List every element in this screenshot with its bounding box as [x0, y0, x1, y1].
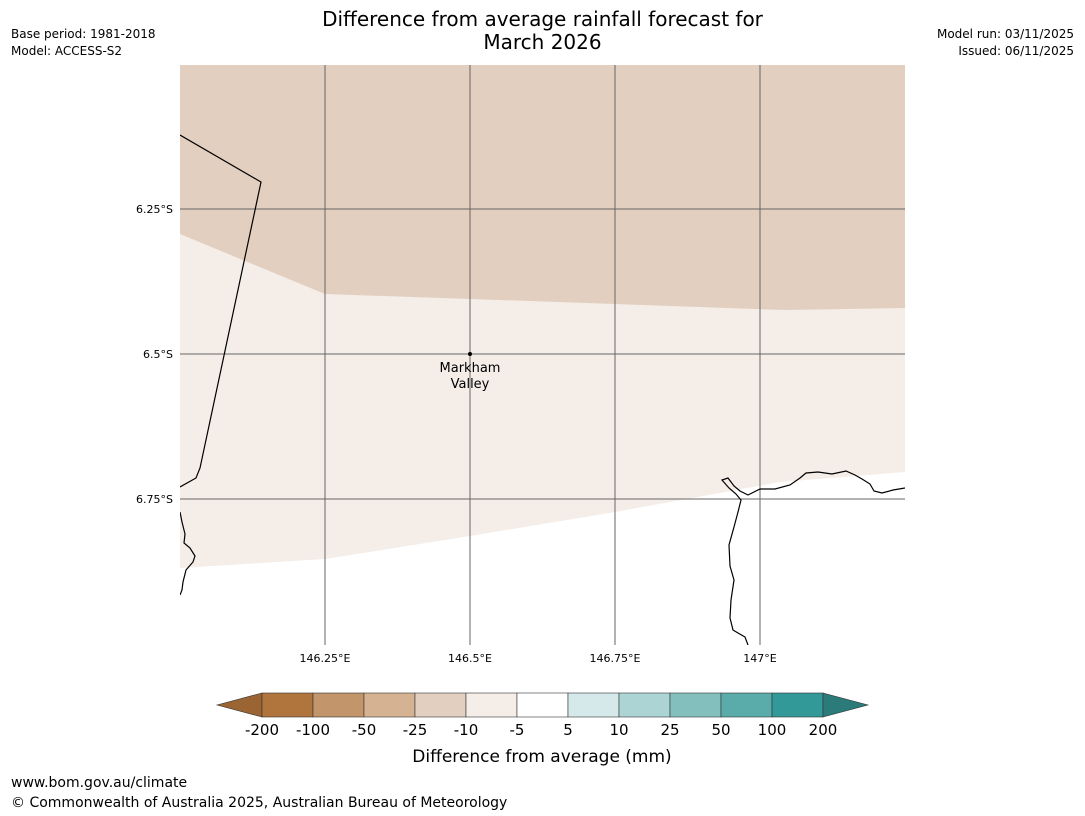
lat-label-6-5: 6.5°S	[143, 348, 173, 361]
lon-label-146-25: 146.25°E	[300, 652, 351, 665]
legend-colorbar	[215, 692, 870, 718]
page-title-line2: March 2026	[483, 30, 602, 54]
page-title-line1: Difference from average rainfall forecas…	[322, 7, 763, 31]
lon-axis-labels: 146.25°E 146.5°E 146.75°E 147°E	[300, 652, 777, 665]
legend-swatch	[363, 692, 416, 718]
legend-swatch	[516, 692, 569, 718]
legend-swatch	[720, 692, 773, 718]
legend-tick: 100	[758, 721, 787, 739]
legend-swatch	[465, 692, 518, 718]
place-name-line1: Markham	[440, 361, 501, 376]
header-meta-right: Model run: 03/11/2025 Issued: 06/11/2025	[937, 26, 1074, 60]
coastlines	[180, 134, 905, 645]
legend-swatch	[414, 692, 467, 718]
legend-tick: -10	[454, 721, 479, 739]
legend-swatch	[771, 692, 824, 718]
legend-arrow-right	[822, 692, 870, 718]
legend-tick: -100	[296, 721, 330, 739]
lon-label-146-5: 146.5°E	[448, 652, 492, 665]
legend-tick: -25	[403, 721, 428, 739]
place-marker-dot	[468, 352, 472, 356]
legend-tick-labels: -200 -100 -50 -25 -10 -5 5 10 25 50 100 …	[245, 721, 837, 739]
header-meta-left: Base period: 1981-2018 Model: ACCESS-S2	[11, 26, 156, 60]
region-tan	[180, 65, 905, 310]
legend-tick: 200	[809, 721, 838, 739]
legend-tick: -50	[352, 721, 377, 739]
legend-swatch	[261, 692, 314, 718]
place-label: Markham Valley	[440, 361, 501, 392]
legend-tick: -200	[245, 721, 279, 739]
legend-tick: 25	[660, 721, 679, 739]
lat-label-6-75: 6.75°S	[136, 493, 173, 506]
lon-label-146-75: 146.75°E	[590, 652, 641, 665]
base-period-label: Base period: 1981-2018	[11, 27, 156, 41]
footer-copyright: © Commonwealth of Australia 2025, Austra…	[11, 795, 508, 811]
legend-tick: 5	[563, 721, 573, 739]
legend-title: Difference from average (mm)	[412, 747, 671, 767]
legend-tick: -5	[510, 721, 525, 739]
lat-axis-labels: 6.25°S 6.5°S 6.75°S	[136, 203, 173, 506]
legend-tick: 10	[609, 721, 628, 739]
coastline-east	[720, 470, 905, 645]
lon-label-147: 147°E	[743, 652, 776, 665]
model-label: Model: ACCESS-S2	[11, 44, 123, 58]
map-frame	[180, 65, 905, 645]
issued-label: Issued: 06/11/2025	[958, 44, 1074, 58]
legend-swatch	[567, 692, 620, 718]
legend-tick: 50	[711, 721, 730, 739]
model-run-label: Model run: 03/11/2025	[936, 27, 1074, 41]
legend-swatch	[618, 692, 671, 718]
legend-swatch	[312, 692, 365, 718]
legend-arrow-left	[215, 692, 263, 718]
place-name-line2: Valley	[451, 377, 490, 392]
province-border-line	[180, 134, 262, 488]
lat-label-6-25: 6.25°S	[136, 203, 173, 216]
footer-url[interactable]: www.bom.gov.au/climate	[11, 775, 188, 791]
legend-swatch	[669, 692, 722, 718]
coastline-west	[180, 511, 196, 596]
